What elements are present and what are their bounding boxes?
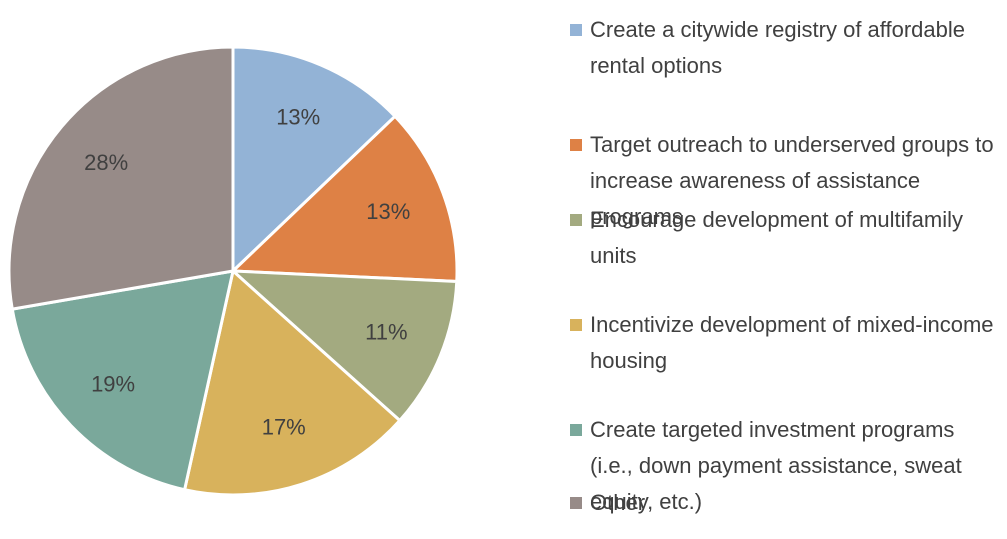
data-label: 11% bbox=[365, 320, 407, 345]
legend-swatch bbox=[570, 424, 582, 436]
legend-item: Incentivize development of mixed-income … bbox=[570, 307, 995, 379]
data-label: 13% bbox=[276, 104, 320, 129]
legend-item: Target outreach to underserved groups to… bbox=[570, 127, 995, 235]
pie-slice bbox=[7, 45, 235, 311]
legend-item: Create a citywide registry of affordable… bbox=[570, 12, 995, 84]
data-label: 17% bbox=[262, 415, 306, 440]
legend-label: Create a citywide registry of affordable… bbox=[590, 17, 965, 78]
legend-label: Other bbox=[590, 490, 646, 515]
legend-item: Other bbox=[570, 485, 995, 521]
legend-label: Create targeted investment programs (i.e… bbox=[590, 417, 962, 514]
legend-swatch bbox=[570, 214, 582, 226]
data-label: 28% bbox=[84, 150, 128, 175]
legend-label: Target outreach to underserved groups to… bbox=[590, 132, 994, 229]
pie-slice bbox=[229, 114, 459, 284]
legend-swatch bbox=[570, 319, 582, 331]
legend-swatch bbox=[570, 139, 582, 151]
legend-label: Incentivize development of mixed-income … bbox=[590, 312, 994, 373]
chart: 13% 13% 11% 17% 19% 28% bbox=[7, 45, 459, 497]
data-label: 19% bbox=[91, 371, 135, 396]
legend-label: Encourage development of multifamily uni… bbox=[590, 207, 963, 268]
legend-swatch bbox=[570, 497, 582, 509]
data-label: 13% bbox=[366, 199, 410, 224]
legend-item: Create targeted investment programs (i.e… bbox=[570, 412, 995, 520]
pie-slice bbox=[231, 45, 398, 275]
pie-slice bbox=[228, 269, 459, 423]
pie-slice bbox=[10, 269, 235, 492]
pie-slice bbox=[182, 268, 402, 497]
legend-swatch bbox=[570, 24, 582, 36]
legend-item: Encourage development of multifamily uni… bbox=[570, 202, 995, 274]
